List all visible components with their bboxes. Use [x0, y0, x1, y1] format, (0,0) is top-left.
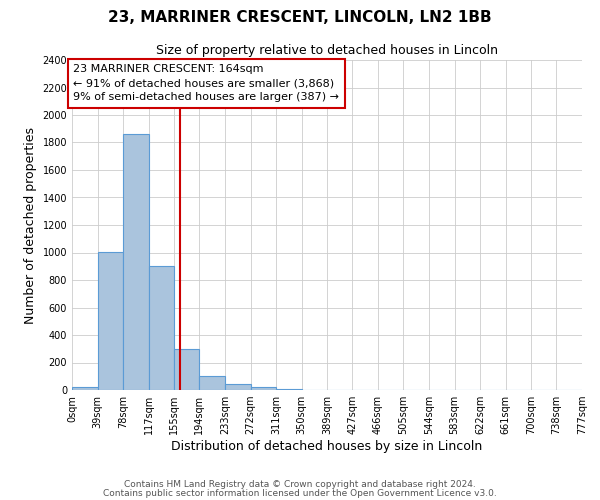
Bar: [251, 387, 276, 390]
Text: 23, MARRINER CRESCENT, LINCOLN, LN2 1BB: 23, MARRINER CRESCENT, LINCOLN, LN2 1BB: [108, 10, 492, 25]
Bar: [149, 266, 174, 390]
Text: Contains HM Land Registry data © Crown copyright and database right 2024.: Contains HM Land Registry data © Crown c…: [124, 480, 476, 489]
Y-axis label: Number of detached properties: Number of detached properties: [24, 126, 37, 324]
Bar: [98, 252, 123, 390]
X-axis label: Distribution of detached houses by size in Lincoln: Distribution of detached houses by size …: [172, 440, 482, 453]
Bar: [123, 134, 149, 390]
Text: Contains public sector information licensed under the Open Government Licence v3: Contains public sector information licen…: [103, 488, 497, 498]
Bar: [72, 386, 98, 390]
Text: 23 MARRINER CRESCENT: 164sqm
← 91% of detached houses are smaller (3,868)
9% of : 23 MARRINER CRESCENT: 164sqm ← 91% of de…: [73, 64, 340, 102]
Bar: [174, 349, 199, 390]
Bar: [225, 384, 251, 390]
Title: Size of property relative to detached houses in Lincoln: Size of property relative to detached ho…: [156, 44, 498, 58]
Bar: [199, 376, 225, 390]
